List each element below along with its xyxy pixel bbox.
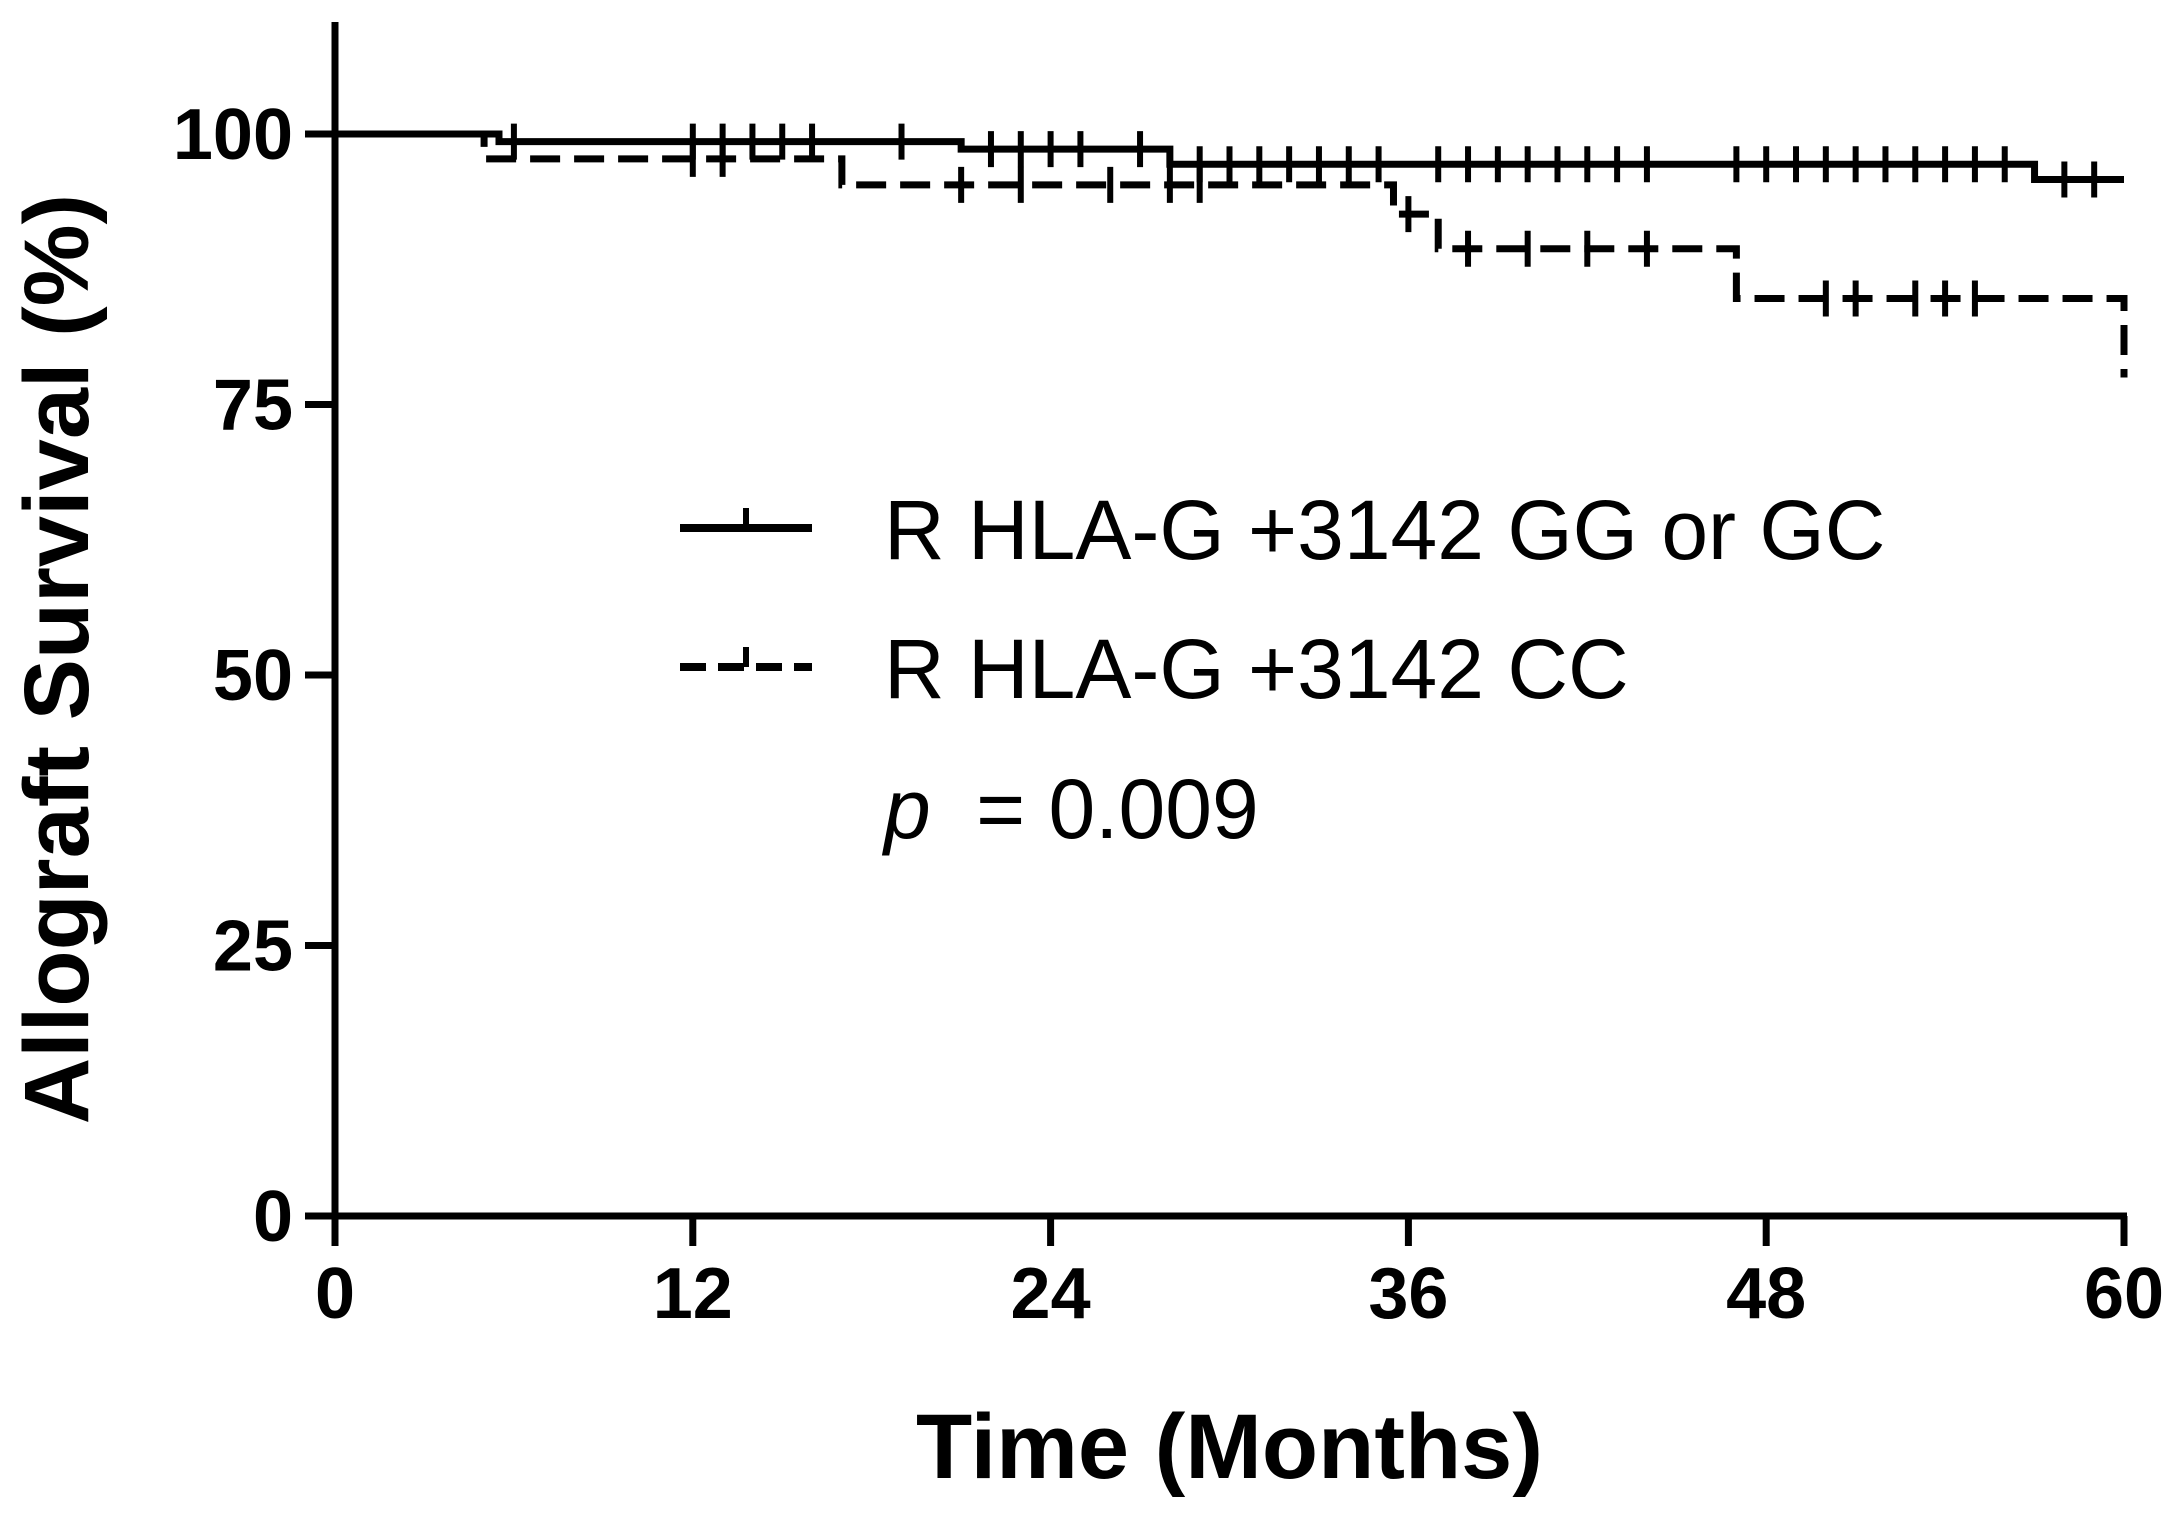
legend-entry-gg-gc: R HLA-G +3142 GG or GC xyxy=(884,483,1885,577)
y-axis-title: Allograft Survival (%) xyxy=(6,194,108,1124)
x-tick-label-12: 12 xyxy=(653,1254,733,1334)
legend-entry-cc: R HLA-G +3142 CC xyxy=(884,622,1629,716)
x-tick-label-36: 36 xyxy=(1368,1254,1448,1334)
p-value-number: = 0.009 xyxy=(976,762,1259,856)
series-line-1 xyxy=(335,130,2128,378)
y-tick-label-0: 0 xyxy=(253,1177,293,1257)
x-tick-label-60: 60 xyxy=(2084,1254,2164,1334)
y-tick-label-50: 50 xyxy=(213,636,293,716)
series-line-0 xyxy=(335,130,2124,183)
x-tick-label-24: 24 xyxy=(1011,1254,1091,1334)
x-tick-label-48: 48 xyxy=(1726,1254,1806,1334)
x-axis-title: Time (Months) xyxy=(916,1396,1543,1498)
series-layer xyxy=(335,123,2128,378)
y-tick-label-25: 25 xyxy=(213,907,293,987)
legend: R HLA-G +3142 GG or GC R HLA-G +3142 CC … xyxy=(680,483,1885,856)
y-tick-label-75: 75 xyxy=(213,366,293,446)
axes: 0 12 24 36 48 60 0 25 50 75 100 xyxy=(173,22,2164,1334)
x-tick-label-0: 0 xyxy=(315,1254,355,1334)
y-tick-label-100: 100 xyxy=(173,95,293,175)
p-value-symbol: p xyxy=(881,762,931,856)
p-value-annotation: p = 0.009 xyxy=(881,762,1259,856)
